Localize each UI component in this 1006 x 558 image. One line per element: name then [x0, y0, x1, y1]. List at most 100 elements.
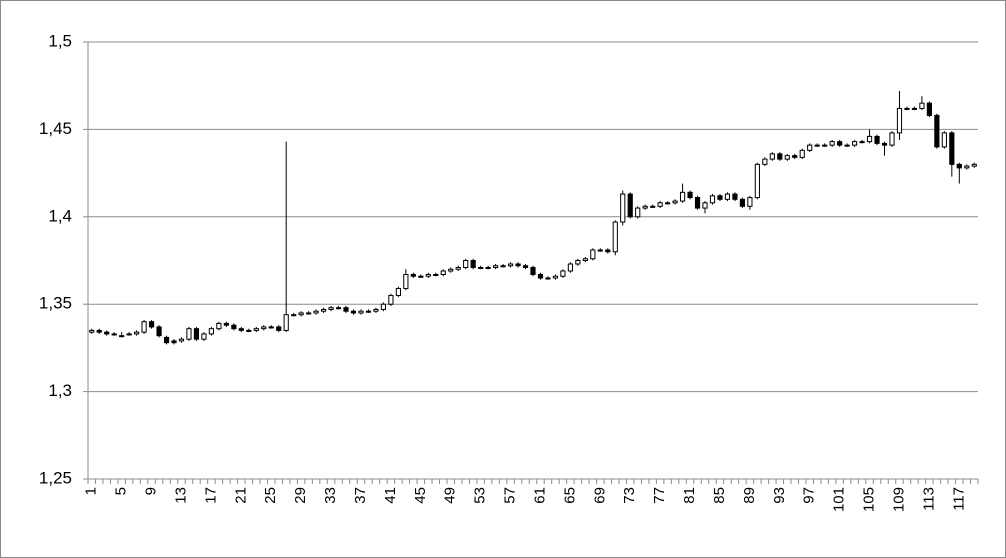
candle-body [702, 202, 708, 209]
candle-body [844, 144, 850, 147]
x-tick-label: 105 [861, 487, 878, 512]
x-tick-label: 5 [113, 487, 130, 495]
x-tick-label: 101 [831, 487, 848, 512]
candle-body [762, 158, 768, 165]
candle-body [358, 310, 364, 314]
candle-body [216, 322, 222, 330]
candle-body [694, 197, 701, 209]
y-tick-label: 1,5 [48, 31, 72, 50]
x-tick-label: 61 [531, 487, 548, 504]
candle-body [134, 331, 140, 335]
y-tick-label: 1,35 [39, 294, 72, 313]
candle-body [866, 135, 873, 143]
x-tick-label: 77 [651, 487, 668, 504]
candle-body [455, 266, 461, 270]
x-tick-label: 85 [711, 487, 728, 504]
candle-body [178, 338, 185, 342]
candle-body [96, 329, 102, 333]
x-tick-label: 81 [681, 487, 698, 504]
candle-body [792, 155, 798, 158]
candle-body [605, 249, 611, 253]
candle-body [777, 153, 783, 160]
candle-body [395, 287, 401, 296]
candle-body [343, 307, 349, 312]
x-tick-label: 93 [771, 487, 788, 504]
candle-body [306, 312, 312, 315]
candle-body [328, 307, 334, 310]
x-tick-label: 17 [202, 487, 219, 504]
x-tick-label: 29 [292, 487, 309, 504]
candle-body [223, 322, 229, 326]
candle-body [926, 102, 932, 116]
candle-body [665, 202, 671, 205]
candle-body [679, 191, 686, 202]
candle-body [859, 141, 865, 144]
candle-body [208, 328, 214, 335]
candle-body [89, 329, 95, 333]
candle-body [934, 114, 940, 148]
candle-body [829, 141, 835, 146]
candle-body [268, 326, 274, 329]
candle-body [350, 310, 357, 314]
x-tick-label: 57 [502, 487, 519, 504]
candle-body [956, 163, 962, 169]
candle-body [814, 144, 820, 147]
x-tick-label: 65 [561, 487, 578, 504]
candle-body [754, 163, 760, 199]
candle-body [186, 328, 192, 340]
candle-body [919, 102, 925, 109]
candle-body [463, 260, 469, 268]
candle-body [874, 135, 880, 144]
candle-body [732, 193, 738, 200]
candle-body [560, 270, 566, 277]
candle-body [448, 268, 454, 272]
candle-body [335, 307, 342, 310]
candle-body [911, 107, 918, 110]
candle-body [380, 303, 387, 310]
candle-body [193, 328, 200, 340]
candle-body [822, 144, 828, 147]
candle-body [522, 265, 529, 268]
candle-body [537, 273, 544, 279]
x-tick-label: 25 [262, 487, 279, 504]
candle-body [276, 326, 282, 331]
candle-body [612, 221, 618, 253]
candle-body [739, 198, 746, 207]
candle-body [425, 273, 431, 277]
candle-body [769, 153, 775, 160]
candle-body [642, 205, 648, 209]
x-tick-label: 89 [741, 487, 758, 504]
candle-body [687, 191, 693, 199]
candle-body [291, 314, 297, 317]
candle-body [470, 260, 476, 268]
y-tick-label: 1,4 [48, 206, 72, 225]
candle-body [171, 340, 177, 344]
candle-body [111, 333, 117, 336]
x-tick-label: 73 [621, 487, 638, 504]
candle-body [119, 335, 125, 338]
candle-body [896, 107, 903, 134]
candle-body [410, 273, 416, 277]
candle-body [507, 263, 514, 267]
candle-body [949, 132, 955, 165]
candle-body [403, 273, 409, 289]
candle-body [238, 328, 244, 331]
candle-body [590, 249, 596, 260]
candle-body [104, 331, 110, 335]
x-tick-label: 1 [83, 487, 100, 495]
x-tick-label: 37 [352, 487, 369, 504]
candle-body [141, 321, 147, 333]
candle-body [941, 132, 947, 148]
candle-body [709, 195, 716, 204]
candle-body [747, 197, 753, 207]
candle-body [365, 310, 372, 313]
candle-body [253, 328, 259, 331]
candle-body [837, 141, 843, 146]
candle-body [852, 141, 858, 146]
candle-body [320, 308, 327, 312]
x-tick-label: 9 [143, 487, 160, 495]
candle-body [515, 263, 521, 267]
candle-body [283, 314, 289, 331]
candle-body [971, 163, 977, 167]
x-tick-label: 113 [920, 487, 937, 511]
